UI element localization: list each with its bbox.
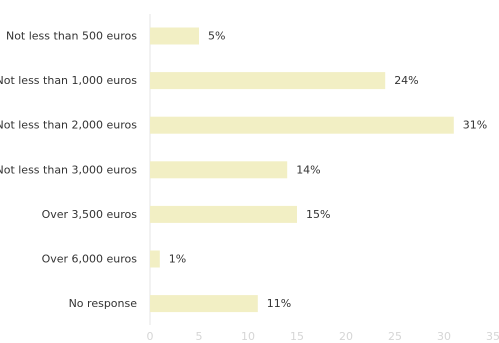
value-label: 31% [463, 119, 487, 132]
category-labels-group: Not less than 500 euros Not less than 1,0… [0, 30, 137, 311]
bar [150, 205, 297, 223]
bar [150, 250, 160, 268]
category-label: Over 3,500 euros [42, 208, 138, 221]
bar [150, 116, 454, 134]
x-tick-label: 10 [241, 330, 255, 343]
x-tick-label: 25 [388, 330, 402, 343]
category-label: Not less than 3,000 euros [0, 163, 137, 176]
category-label: Not less than 1,000 euros [0, 74, 137, 87]
value-label: 15% [306, 208, 330, 221]
bar [150, 161, 288, 179]
bar [150, 27, 199, 45]
value-label: 24% [394, 74, 418, 87]
x-tick-label: 15 [290, 330, 304, 343]
category-label: Not less than 500 euros [6, 30, 137, 43]
x-tick-label: 35 [486, 330, 499, 343]
value-labels-group: 5% 24% 31% 14% 15% 1% 11% [169, 30, 487, 311]
x-tick-label: 0 [147, 330, 154, 343]
category-label: Over 6,000 euros [42, 253, 138, 266]
value-label: 1% [169, 253, 186, 266]
value-label: 11% [267, 297, 291, 310]
category-label: No response [69, 297, 138, 310]
category-label: Not less than 2,000 euros [0, 119, 137, 132]
value-label: 14% [296, 163, 320, 176]
value-label: 5% [208, 30, 225, 43]
x-tick-labels-group: 0 5 10 15 20 25 30 35 [147, 330, 499, 343]
x-tick-label: 20 [339, 330, 353, 343]
x-tick-label: 5 [196, 330, 203, 343]
bar [150, 295, 258, 313]
x-tick-label: 30 [437, 330, 451, 343]
bar [150, 72, 386, 90]
bars-group [150, 27, 454, 313]
